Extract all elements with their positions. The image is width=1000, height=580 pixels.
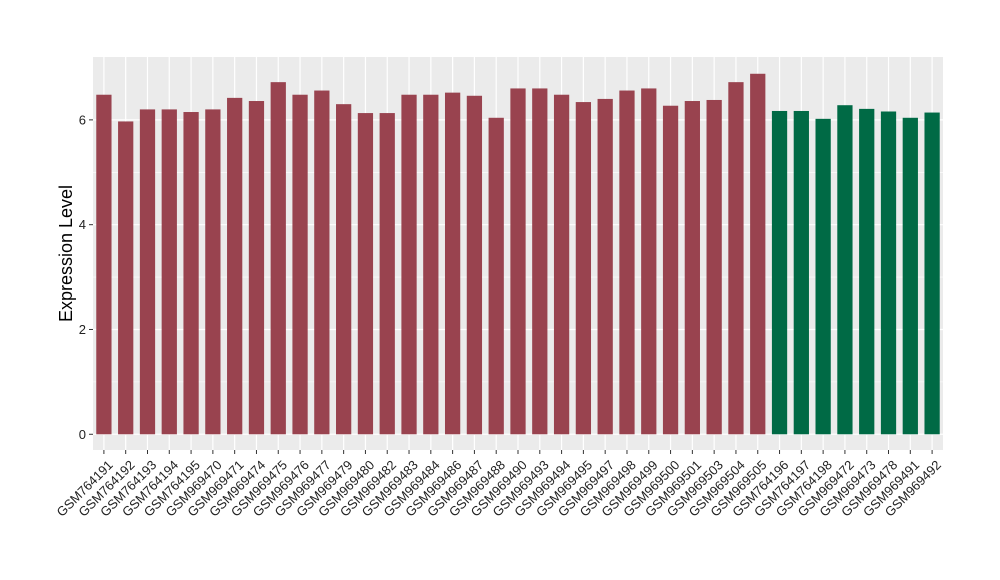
y-axis: 0 2 4 6 bbox=[79, 112, 93, 442]
y-axis-title: Expression Level bbox=[56, 185, 76, 322]
y-tick-label: 6 bbox=[79, 112, 86, 127]
bar-GSM764192 bbox=[118, 121, 134, 435]
bar-GSM969482 bbox=[379, 113, 395, 435]
bar-GSM969471 bbox=[227, 97, 243, 435]
bar-GSM969472 bbox=[837, 105, 853, 435]
bar-GSM969500 bbox=[662, 105, 679, 435]
bar-GSM969474 bbox=[248, 101, 265, 435]
bar-GSM969505 bbox=[750, 73, 766, 435]
bar-GSM969501 bbox=[684, 101, 700, 435]
bar-GSM969494 bbox=[553, 94, 570, 435]
bar-GSM969492 bbox=[924, 112, 940, 435]
bar-GSM969490 bbox=[510, 88, 526, 435]
bar-GSM764196 bbox=[771, 110, 788, 435]
bar-GSM764193 bbox=[139, 109, 156, 435]
bar-GSM969483 bbox=[401, 94, 417, 435]
bar-GSM969478 bbox=[880, 111, 897, 435]
bar-GSM969503 bbox=[706, 99, 722, 435]
bar-GSM969497 bbox=[597, 98, 613, 435]
bar-GSM969484 bbox=[423, 94, 439, 435]
bar-GSM764198 bbox=[815, 118, 831, 435]
y-tick-label: 2 bbox=[79, 322, 86, 337]
bar-GSM969491 bbox=[902, 117, 918, 435]
y-tick-label: 4 bbox=[79, 217, 86, 232]
bar-GSM969488 bbox=[488, 117, 504, 435]
bar-GSM969493 bbox=[532, 88, 548, 435]
bar-GSM969473 bbox=[859, 108, 875, 435]
bar-GSM969470 bbox=[205, 109, 221, 435]
bar-GSM764197 bbox=[793, 110, 809, 435]
bar-GSM969477 bbox=[314, 90, 330, 435]
bar-GSM969504 bbox=[728, 82, 744, 435]
bar-GSM969480 bbox=[357, 113, 374, 435]
bar-GSM969499 bbox=[641, 88, 657, 435]
bar-GSM764191 bbox=[96, 94, 112, 435]
bar-GSM969495 bbox=[575, 102, 592, 435]
bar-GSM969486 bbox=[444, 92, 461, 435]
bars bbox=[96, 73, 940, 435]
bar-GSM969476 bbox=[292, 94, 308, 435]
x-axis: GSM764191GSM764192GSM764193GSM764194GSM7… bbox=[54, 450, 944, 520]
bar-GSM764195 bbox=[183, 112, 199, 435]
bar-GSM969498 bbox=[619, 90, 635, 435]
bar-GSM969487 bbox=[466, 95, 483, 435]
bar-GSM969475 bbox=[270, 82, 286, 435]
y-tick-label: 0 bbox=[79, 427, 86, 442]
bar-GSM969479 bbox=[336, 104, 352, 435]
bar-GSM764194 bbox=[161, 109, 177, 435]
